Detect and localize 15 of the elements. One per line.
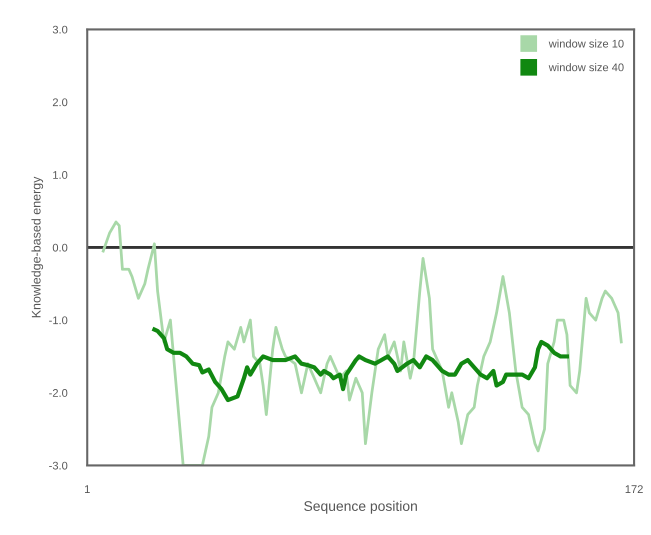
y-tick-label: -1.0: [49, 316, 68, 324]
y-tick-label: 3.0: [52, 26, 68, 34]
y-tick-label: 2.0: [52, 98, 68, 106]
y-tick-label: 0.0: [52, 244, 68, 252]
legend-label: window size 40: [548, 63, 624, 72]
line-series: [152, 327, 570, 402]
x-tick-label: 1: [84, 485, 90, 493]
y-axis-title: Knowledge-based energy: [31, 176, 44, 318]
legend-label: window size 10: [548, 39, 624, 48]
y-tick-label: -2.0: [49, 389, 68, 397]
x-axis-title: Sequence position: [304, 500, 417, 514]
x-tick-label: 172: [626, 485, 643, 493]
y-tick-label: 1.0: [53, 171, 68, 179]
line-series: [102, 220, 623, 466]
y-tick-label: -3.0: [49, 462, 68, 470]
